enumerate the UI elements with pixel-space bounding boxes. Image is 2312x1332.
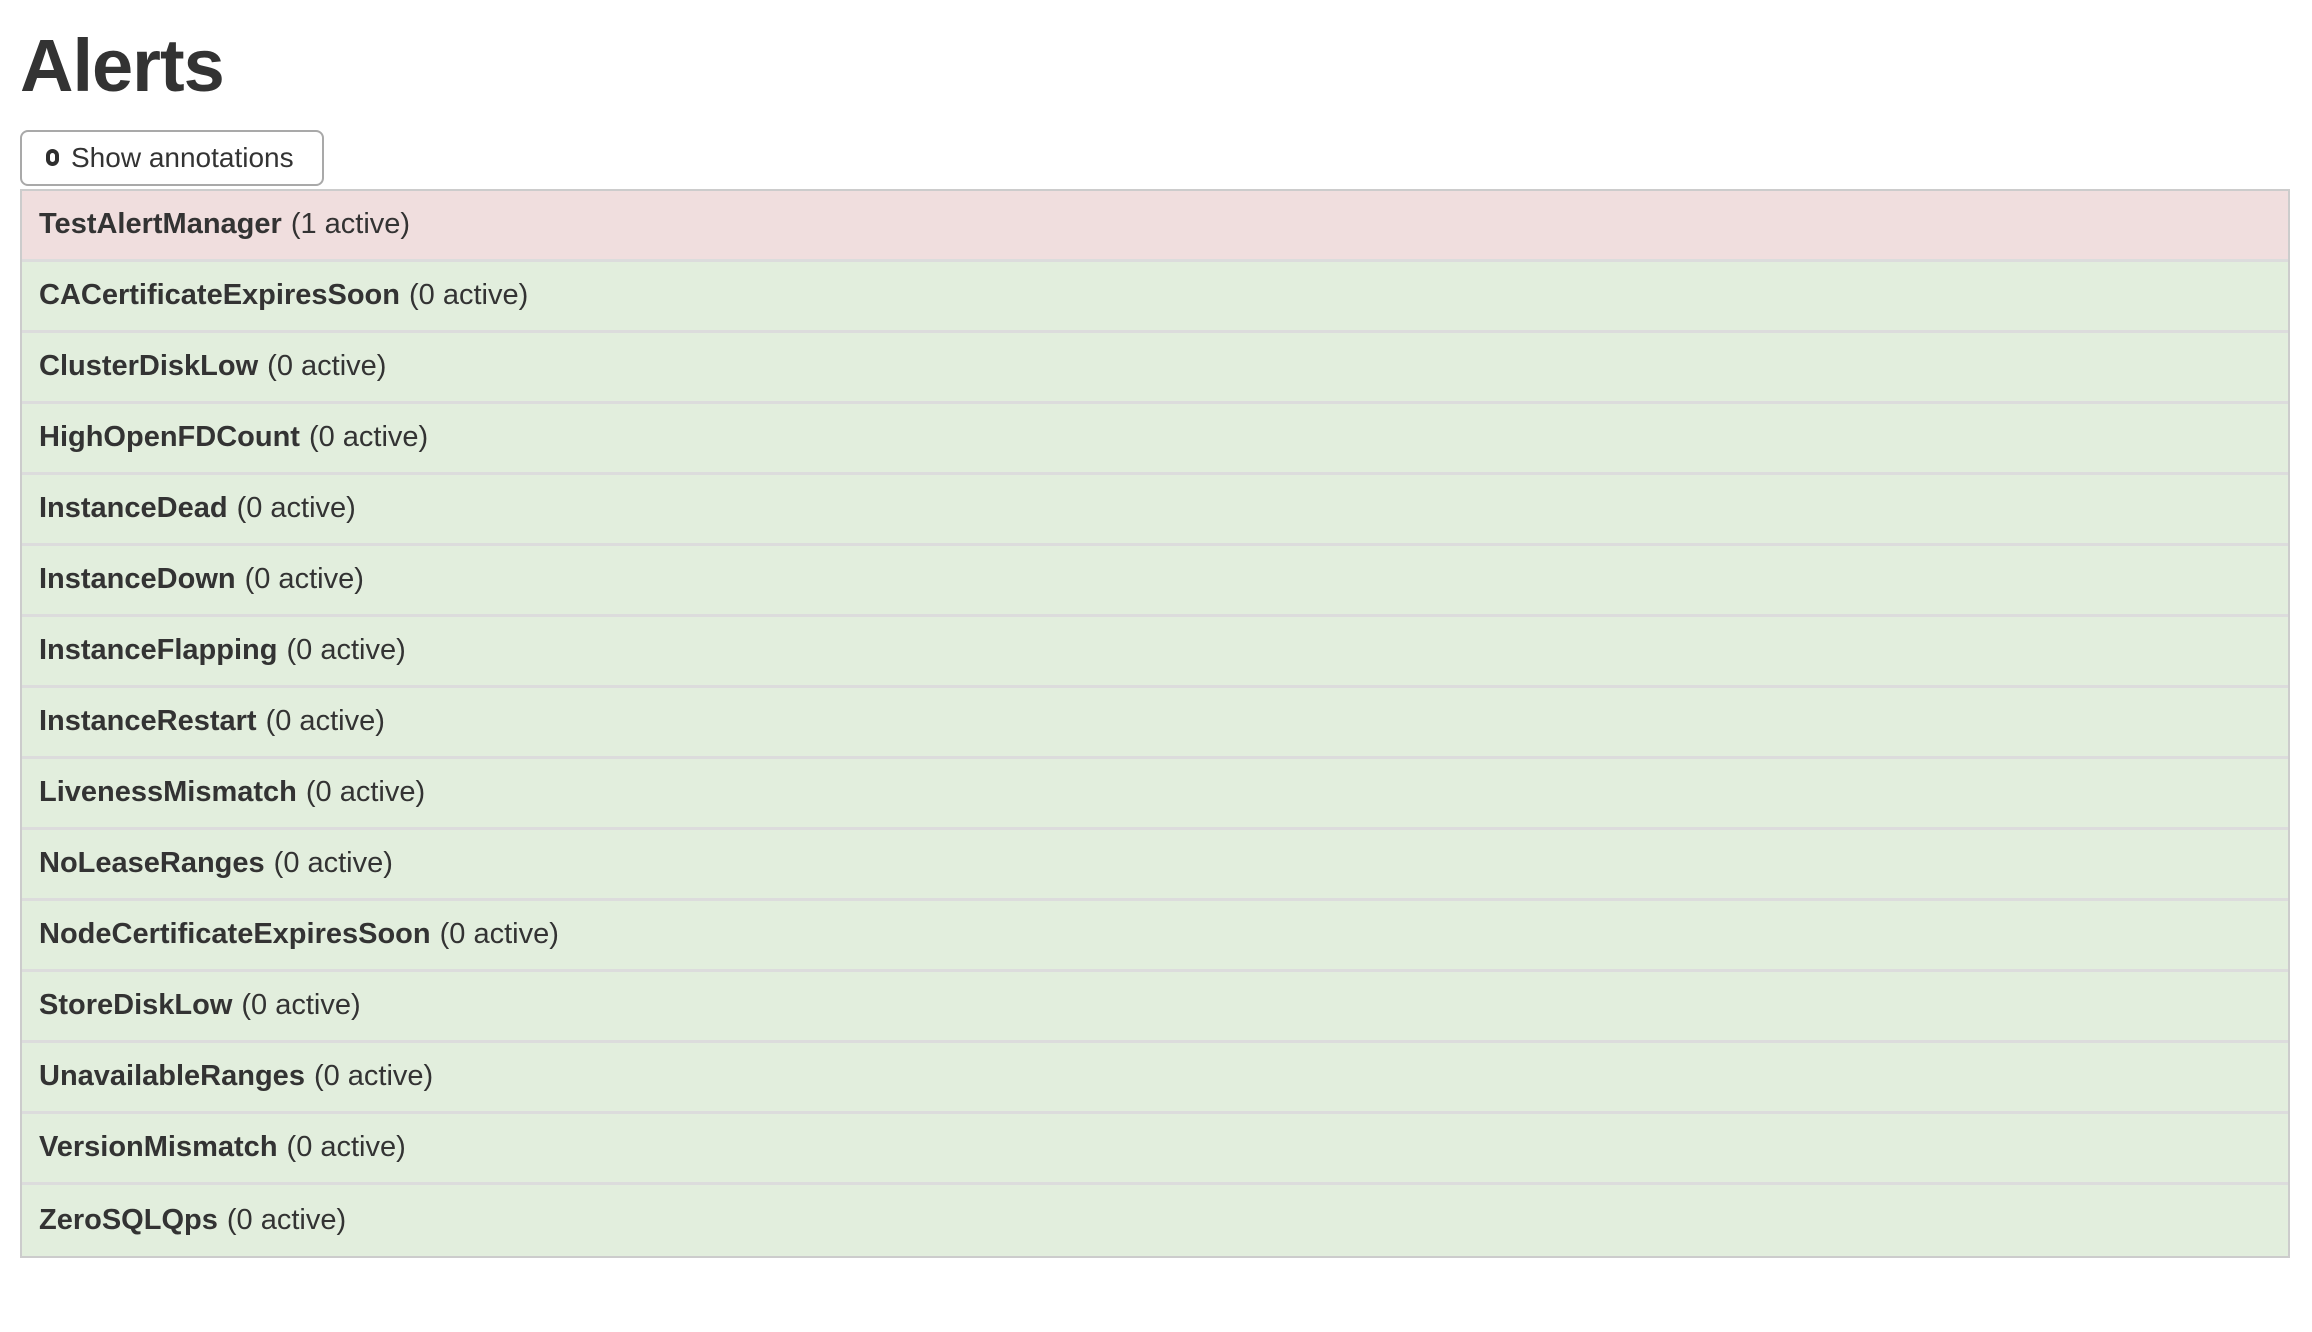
alert-active-count: (0 active) [308, 421, 429, 454]
alert-active-count: (0 active) [236, 492, 356, 525]
alert-row-zerosqlqps[interactable]: ZeroSQLQps (0 active) [22, 1184, 2288, 1256]
alert-rule-name: CACertificateExpiresSoon [39, 279, 400, 312]
alert-rule-name: ClusterDiskLow [39, 350, 259, 383]
alert-active-count: (0 active) [305, 776, 426, 809]
alert-active-count: (0 active) [273, 847, 393, 880]
alert-row-versionmismatch[interactable]: VersionMismatch (0 active) [22, 1113, 2288, 1185]
alert-row-storedisklow[interactable]: StoreDiskLow (0 active) [22, 971, 2288, 1043]
alert-active-count: (1 active) [290, 208, 411, 241]
alert-active-count: (0 active) [244, 563, 364, 596]
alert-rule-name: NodeCertificateExpiresSoon [39, 918, 431, 951]
alert-active-count: (0 active) [286, 634, 406, 667]
alert-active-count: (0 active) [286, 1131, 406, 1164]
alert-rule-name: TestAlertManager [39, 208, 282, 241]
alert-rule-name: UnavailableRanges [39, 1060, 305, 1093]
show-annotations-label: Show annotations [71, 141, 294, 173]
alert-rule-name: InstanceRestart [39, 705, 257, 738]
alert-row-instancedead[interactable]: InstanceDead (0 active) [22, 474, 2288, 546]
show-annotations-button[interactable]: Show annotations [20, 129, 324, 186]
alert-rule-name: LivenessMismatch [39, 776, 297, 809]
alert-row-clusterdisklow[interactable]: ClusterDiskLow (0 active) [22, 332, 2288, 404]
alert-row-instanceflapping[interactable]: InstanceFlapping (0 active) [22, 616, 2288, 688]
alert-active-count: (0 active) [267, 350, 387, 383]
alert-row-instancedown[interactable]: InstanceDown (0 active) [22, 545, 2288, 617]
alert-active-count: (0 active) [313, 1060, 434, 1093]
page-title: Alerts [20, 24, 225, 107]
alert-rule-name: InstanceFlapping [39, 634, 278, 667]
alert-row-nodecertificateexpiressoon[interactable]: NodeCertificateExpiresSoon (0 active) [22, 900, 2288, 972]
toolbar: Show annotations [20, 129, 2290, 186]
alert-row-livenessmismatch[interactable]: LivenessMismatch (0 active) [22, 758, 2288, 830]
alerts-table: TestAlertManager (1 active) CACertificat… [20, 188, 2290, 1258]
alert-active-count: (0 active) [241, 989, 361, 1022]
checkbox-unchecked-icon[interactable] [46, 149, 59, 167]
alert-rule-name: ZeroSQLQps [39, 1203, 218, 1236]
alert-active-count: (0 active) [439, 918, 559, 951]
alert-rule-name: InstanceDead [39, 492, 228, 525]
alert-rule-name: InstanceDown [39, 563, 236, 596]
alert-row-instancerestart[interactable]: InstanceRestart (0 active) [22, 687, 2288, 759]
alert-rule-name: NoLeaseRanges [39, 847, 265, 880]
alert-active-count: (0 active) [226, 1203, 347, 1236]
alert-rule-name: VersionMismatch [39, 1131, 278, 1164]
alert-active-count: (0 active) [265, 705, 385, 738]
alert-row-highopenfdcount[interactable]: HighOpenFDCount (0 active) [22, 403, 2288, 475]
alert-active-count: (0 active) [409, 279, 529, 312]
alert-rule-name: StoreDiskLow [39, 989, 233, 1022]
alert-rule-name: HighOpenFDCount [39, 421, 300, 454]
alert-row-noleaseranges[interactable]: NoLeaseRanges (0 active) [22, 829, 2288, 901]
alert-row-testalertmanager[interactable]: TestAlertManager (1 active) [22, 190, 2288, 262]
alert-row-unavailableranges[interactable]: UnavailableRanges (0 active) [22, 1042, 2288, 1114]
alert-row-cacertificateexpiressoon[interactable]: CACertificateExpiresSoon (0 active) [22, 261, 2288, 333]
